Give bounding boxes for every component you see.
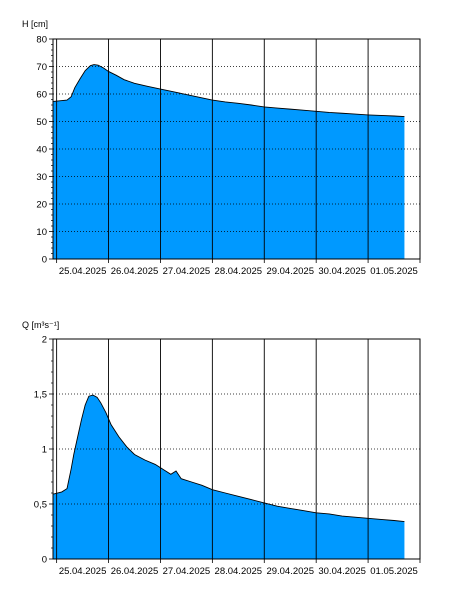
x-tick-label: 30.04.2025	[318, 266, 366, 277]
y-tick-label: 2	[42, 335, 47, 346]
y-tick-label: 40	[36, 145, 47, 156]
y-tick-label: 0,5	[34, 500, 47, 511]
y-tick-label: 70	[36, 62, 47, 73]
y-tick-label: 0	[42, 255, 47, 266]
y-axis-title: H [cm]	[22, 19, 48, 29]
y-tick-label: 1,5	[34, 390, 47, 401]
y-tick-label: 0	[42, 555, 47, 566]
y-tick-label: 60	[36, 90, 47, 101]
y-tick-label: 50	[36, 117, 47, 128]
y-tick-label: 80	[36, 35, 47, 46]
x-tick-label: 25.04.2025	[59, 566, 107, 577]
x-tick-label: 30.04.2025	[318, 566, 366, 577]
area-fill	[53, 64, 405, 259]
y-axis-title: Q [m³s⁻¹]	[22, 320, 59, 330]
x-tick-label: 01.05.2025	[370, 266, 418, 277]
area-fill	[53, 395, 405, 559]
x-tick-label: 27.04.2025	[163, 266, 211, 277]
x-tick-label: 29.04.2025	[266, 266, 314, 277]
y-tick-label: 10	[36, 227, 47, 238]
x-tick-label: 26.04.2025	[111, 266, 159, 277]
water-level-chart: 0 10 20 30 40 50 60 70 80 25.04.2025 26.04.2025 27.…	[22, 19, 421, 277]
discharge-chart: 0 0,5 1 1,5 2 25.04.2025 26.04.2025 27.04.2025 2…	[22, 320, 421, 577]
x-tick-label: 27.04.2025	[163, 566, 211, 577]
x-tick-label: 29.04.2025	[266, 566, 314, 577]
x-tick-label: 01.05.2025	[370, 566, 418, 577]
y-tick-label: 30	[36, 172, 47, 183]
series-line	[53, 394, 405, 523]
y-tick-label: 20	[36, 200, 47, 211]
x-tick-label: 26.04.2025	[111, 566, 159, 577]
x-tick-label: 28.04.2025	[215, 566, 263, 577]
x-tick-label: 25.04.2025	[59, 266, 107, 277]
y-tick-label: 1	[42, 445, 47, 456]
x-tick-label: 28.04.2025	[215, 266, 263, 277]
